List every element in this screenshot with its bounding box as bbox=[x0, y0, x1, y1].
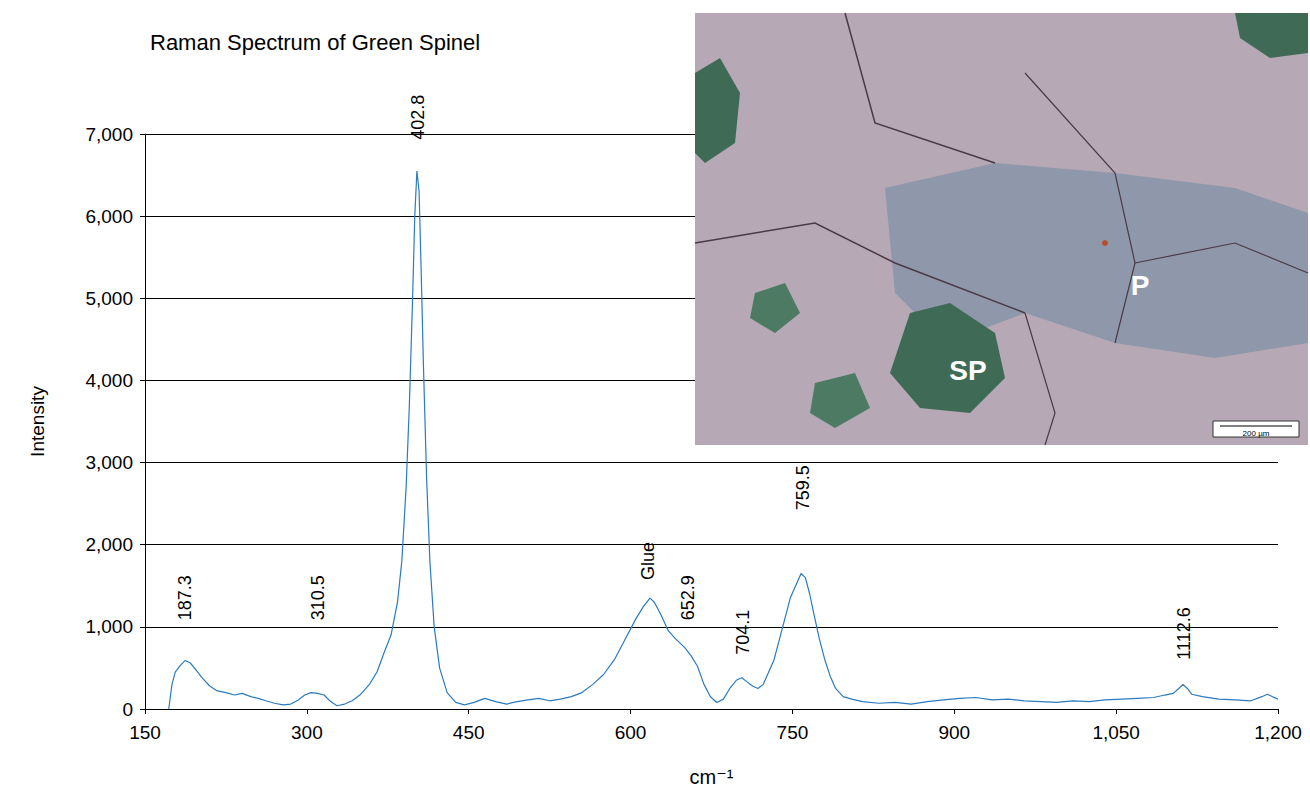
svg-text:704.1: 704.1 bbox=[733, 610, 753, 655]
svg-text:450: 450 bbox=[453, 722, 485, 743]
svg-text:6,000: 6,000 bbox=[85, 206, 133, 227]
svg-text:1,000: 1,000 bbox=[85, 616, 133, 637]
svg-text:900: 900 bbox=[938, 722, 970, 743]
svg-text:5,000: 5,000 bbox=[85, 288, 133, 309]
svg-text:7,000: 7,000 bbox=[85, 124, 133, 145]
svg-text:402.8: 402.8 bbox=[408, 95, 428, 140]
svg-text:SP: SP bbox=[949, 355, 986, 386]
svg-text:1,200: 1,200 bbox=[1254, 722, 1302, 743]
svg-text:200 µm: 200 µm bbox=[1243, 429, 1270, 438]
svg-text:1112.6: 1112.6 bbox=[1174, 607, 1194, 659]
svg-text:759.5: 759.5 bbox=[793, 465, 813, 510]
svg-text:652.9: 652.9 bbox=[678, 575, 698, 620]
svg-text:1,050: 1,050 bbox=[1092, 722, 1140, 743]
svg-text:310.5: 310.5 bbox=[308, 575, 328, 620]
svg-text:3,000: 3,000 bbox=[85, 452, 133, 473]
svg-text:150: 150 bbox=[129, 722, 161, 743]
svg-text:0: 0 bbox=[122, 699, 133, 720]
svg-text:Glue: Glue bbox=[638, 542, 658, 580]
svg-text:600: 600 bbox=[615, 722, 647, 743]
svg-text:300: 300 bbox=[291, 722, 323, 743]
svg-text:2,000: 2,000 bbox=[85, 534, 133, 555]
svg-text:4,000: 4,000 bbox=[85, 370, 133, 391]
svg-text:750: 750 bbox=[777, 722, 809, 743]
svg-text:187.3: 187.3 bbox=[175, 575, 195, 620]
svg-text:Intensity: Intensity bbox=[27, 386, 48, 457]
svg-text:cm⁻¹: cm⁻¹ bbox=[690, 766, 734, 788]
svg-text:Raman Spectrum of Green Spinel: Raman Spectrum of Green Spinel bbox=[150, 30, 480, 55]
svg-text:P: P bbox=[1131, 270, 1150, 301]
